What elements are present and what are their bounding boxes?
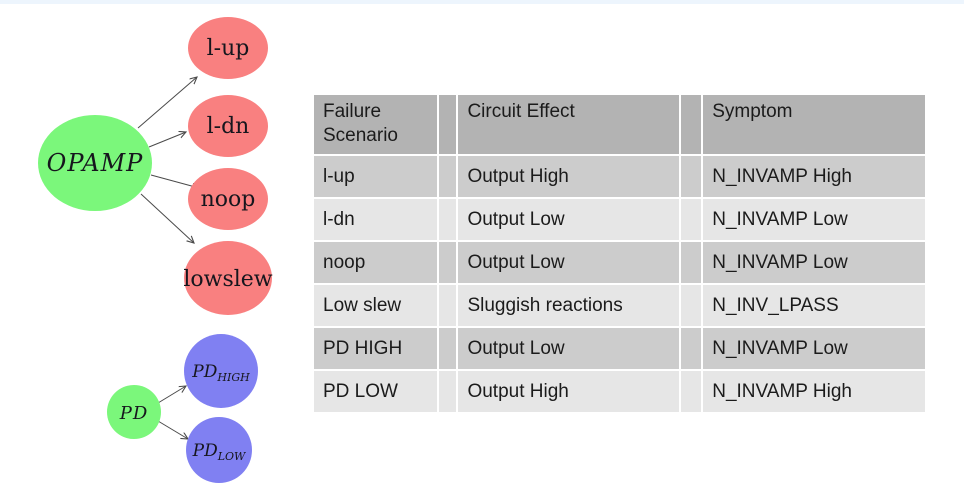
cell-effect: Output High — [458, 156, 680, 197]
lowslew-ellipse — [184, 241, 272, 315]
spacer-cell — [439, 285, 457, 326]
node-pd-low: PDLOW — [186, 417, 252, 483]
edge-opamp-lowslew — [140, 193, 194, 243]
table-row: PD HIGH Output Low N_INVAMP Low — [314, 328, 925, 369]
spacer-cell — [681, 371, 702, 412]
cell-scenario: PD LOW — [314, 371, 438, 412]
edge-opamp-ldn — [148, 132, 186, 148]
spacer-cell — [439, 95, 457, 154]
spacer-cell — [681, 242, 702, 283]
cell-scenario: Low slew — [314, 285, 438, 326]
node-noop: noop — [188, 168, 268, 230]
edge-pd-high — [157, 386, 186, 404]
table-row: noop Output Low N_INVAMP Low — [314, 242, 925, 283]
pd-edges — [157, 386, 188, 439]
table-row: Low slew Sluggish reactions N_INV_LPASS — [314, 285, 925, 326]
spacer-cell — [681, 285, 702, 326]
cell-effect: Output High — [458, 371, 680, 412]
cell-scenario: noop — [314, 242, 438, 283]
edge-opamp-noop — [150, 174, 199, 188]
pd-low-label: PDLOW — [192, 441, 247, 463]
cell-symptom: N_INVAMP Low — [703, 328, 925, 369]
l-up-label: l-up — [207, 36, 250, 61]
spacer-cell — [439, 242, 457, 283]
cell-scenario: l-up — [314, 156, 438, 197]
pd-circle — [107, 385, 161, 439]
cell-scenario: l-dn — [314, 199, 438, 240]
l-dn-ellipse — [188, 95, 268, 157]
cell-effect: Output Low — [458, 242, 680, 283]
spacer-cell — [681, 328, 702, 369]
table-header-row: Failure Scenario Circuit Effect Symptom — [314, 95, 925, 154]
node-pd: PD — [107, 385, 161, 439]
header-symptom: Symptom — [703, 95, 925, 154]
noop-ellipse — [188, 168, 268, 230]
pd-high-circle — [184, 334, 258, 408]
table-row: l-up Output High N_INVAMP High — [314, 156, 925, 197]
spacer-cell — [439, 328, 457, 369]
pd-low-circle — [186, 417, 252, 483]
edge-opamp-lup — [137, 77, 197, 129]
node-lowslew: lowslew — [183, 241, 273, 315]
spacer-cell — [681, 95, 702, 154]
opamp-edges — [137, 77, 199, 243]
cell-effect: Output Low — [458, 199, 680, 240]
failure-table: Failure Scenario Circuit Effect Symptom … — [312, 93, 927, 414]
cell-symptom: N_INVAMP Low — [703, 199, 925, 240]
opamp-label: OPAMP — [47, 149, 144, 177]
l-dn-label: l-dn — [207, 114, 250, 139]
lowslew-label: lowslew — [183, 267, 272, 292]
node-pd-high: PDHIGH — [184, 334, 258, 408]
edge-pd-low — [157, 420, 188, 439]
cell-effect: Output Low — [458, 328, 680, 369]
spacer-cell — [439, 156, 457, 197]
opamp-ellipse — [38, 115, 152, 211]
node-l-dn: l-dn — [188, 95, 268, 157]
pd-high-label: PDHIGH — [191, 362, 250, 384]
l-up-ellipse — [188, 17, 268, 79]
noop-label: noop — [201, 187, 256, 212]
table-row: PD LOW Output High N_INVAMP High — [314, 371, 925, 412]
cell-symptom: N_INVAMP High — [703, 371, 925, 412]
spacer-cell — [681, 199, 702, 240]
cell-symptom: N_INV_LPASS — [703, 285, 925, 326]
spacer-cell — [681, 156, 702, 197]
table-row: l-dn Output Low N_INVAMP Low — [314, 199, 925, 240]
spacer-cell — [439, 199, 457, 240]
fault-tree-diagram: OPAMP l-up l-dn noop lowslew PD — [38, 17, 273, 483]
pd-label: PD — [119, 403, 149, 424]
header-failure-scenario: Failure Scenario — [314, 95, 438, 154]
cell-scenario: PD HIGH — [314, 328, 438, 369]
top-band — [0, 0, 964, 4]
node-opamp: OPAMP — [38, 115, 152, 211]
cell-symptom: N_INVAMP Low — [703, 242, 925, 283]
cell-symptom: N_INVAMP High — [703, 156, 925, 197]
header-circuit-effect: Circuit Effect — [458, 95, 680, 154]
cell-effect: Sluggish reactions — [458, 285, 680, 326]
spacer-cell — [439, 371, 457, 412]
node-l-up: l-up — [188, 17, 268, 79]
